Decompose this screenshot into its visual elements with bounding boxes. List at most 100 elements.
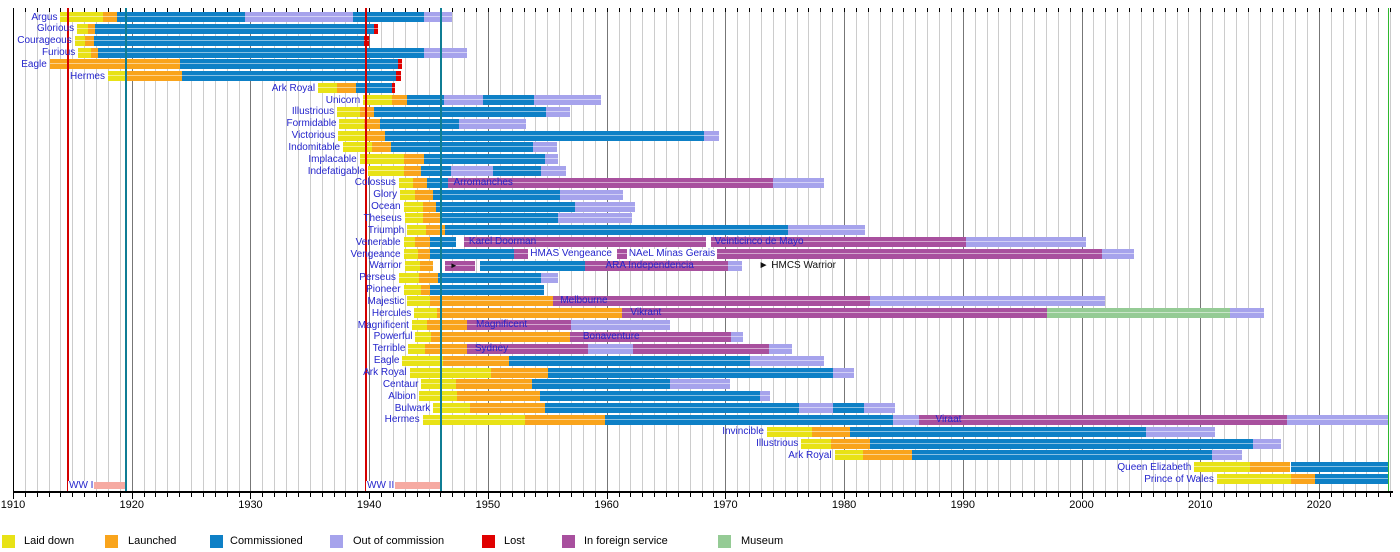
ship-label[interactable]: Warrior — [369, 260, 402, 272]
axis-tick — [559, 492, 561, 497]
axis-tick — [689, 492, 691, 497]
ship-label[interactable]: Formidable — [286, 118, 337, 130]
war-label: WW I — [68, 480, 95, 491]
year-gridline — [1188, 8, 1190, 491]
top-tick — [202, 8, 204, 12]
timeline-bar-laid — [402, 355, 444, 366]
ship-label[interactable]: Centaur — [382, 378, 419, 390]
ship-label[interactable]: Triumph — [367, 224, 405, 236]
year-gridline — [1342, 8, 1344, 491]
legend-label: Out of commission — [353, 535, 445, 547]
axis-tick — [238, 492, 240, 497]
timeline-bar-comm — [483, 94, 535, 105]
ship-label[interactable]: Invincible — [722, 426, 764, 438]
ship-label[interactable]: Ark Royal — [363, 367, 407, 378]
ship-label[interactable]: Glorious — [36, 23, 75, 35]
legend-swatch-museum — [718, 535, 731, 548]
axis-tick — [499, 492, 501, 497]
ship-label[interactable]: Implacable — [308, 153, 357, 165]
top-tick — [1081, 8, 1083, 12]
timeline-bar-laid — [801, 438, 832, 449]
ship-label[interactable]: Illustrious — [291, 106, 335, 118]
timeline-bar-foreign — [622, 308, 1048, 319]
bar-service-label[interactable]: Magnificent — [476, 319, 528, 331]
axis-tick — [1117, 492, 1119, 497]
bar-service-label[interactable]: Viraat — [935, 413, 962, 425]
ship-label[interactable]: Glory — [373, 189, 398, 201]
year-gridline — [1390, 8, 1392, 491]
top-tick — [1093, 8, 1095, 12]
axis-tick — [606, 492, 608, 499]
bar-service-label[interactable]: Sydney — [474, 342, 509, 354]
top-tick — [107, 8, 109, 12]
ship-label[interactable]: Powerful — [373, 331, 413, 343]
axis-tick — [274, 492, 276, 497]
axis-tick — [1164, 492, 1166, 497]
bar-service-label[interactable]: NAeL Minas Gerais — [626, 248, 718, 259]
ship-label[interactable]: Bulwark — [394, 402, 431, 414]
timeline-bar-comm — [390, 142, 534, 153]
ship-label[interactable]: Perseus — [359, 272, 396, 284]
ship-label[interactable]: Ark Royal — [788, 449, 832, 461]
bar-service-label[interactable]: Bonaventure — [582, 330, 640, 342]
ship-label[interactable]: Courageous — [17, 35, 72, 47]
ship-label[interactable]: Eagle — [21, 58, 47, 70]
timeline-bar-launch — [457, 391, 541, 402]
timeline-bar-launch — [426, 225, 446, 236]
bar-service-label[interactable]: Vikrant — [630, 307, 662, 319]
top-tick — [1022, 8, 1024, 12]
ship-label[interactable]: Hermes — [384, 414, 420, 426]
timeline-bar-out — [703, 130, 720, 141]
timeline-bar-out — [560, 189, 624, 200]
ship-label[interactable]: Majestic — [367, 295, 405, 307]
ship-label[interactable]: Venerable — [355, 236, 401, 248]
ship-label[interactable]: Albion — [388, 390, 416, 402]
bar-service-label[interactable]: ARA Independencia — [605, 259, 694, 271]
ship-label[interactable]: Indomitable — [288, 141, 341, 153]
decade-gridline — [131, 8, 133, 491]
ship-label[interactable]: Terrible — [372, 343, 406, 355]
axis-tick — [286, 492, 288, 497]
legend-label: Launched — [128, 535, 177, 547]
top-tick — [808, 8, 810, 12]
bar-service-label[interactable]: Karel Doorman — [468, 236, 537, 248]
ship-label[interactable]: Victorious — [291, 130, 336, 141]
axis-tick — [1152, 492, 1154, 497]
ship-label[interactable]: Furious — [41, 47, 76, 58]
bar-service-label[interactable]: HMAS Vengeance — [528, 248, 614, 259]
ship-label[interactable]: Colossus — [354, 177, 396, 189]
top-tick — [250, 8, 252, 12]
timeline-bar-foreign — [918, 414, 1287, 425]
ship-label[interactable]: Magnificent — [357, 319, 409, 331]
timeline-bar-laid — [78, 47, 92, 58]
timeline-bar-out — [557, 213, 632, 224]
bar-service-label[interactable]: Melbourne — [560, 295, 608, 307]
ship-label[interactable]: Pioneer — [366, 284, 401, 296]
axis-year-label: 1910 — [0, 499, 26, 511]
ship-label[interactable]: Hermes — [69, 70, 105, 82]
ship-label[interactable]: Ark Royal — [271, 82, 316, 94]
ship-label[interactable]: Illustrious — [756, 438, 799, 450]
ship-label[interactable]: Vengeance — [350, 248, 401, 260]
ship-label[interactable]: Theseus — [363, 212, 402, 224]
ship-label[interactable]: Unicorn — [325, 94, 361, 106]
bar-service-label[interactable]: Arromanches — [453, 176, 513, 188]
ship-label[interactable]: Indefatigable — [307, 165, 365, 177]
axis-tick — [950, 492, 952, 497]
ship-label[interactable]: Hercules — [371, 307, 412, 319]
timeline-bar-laid — [422, 414, 525, 425]
bar-service-label[interactable]: Veinticinco de Mayo — [714, 236, 804, 248]
top-tick — [665, 8, 667, 12]
ship-label[interactable]: Argus — [31, 11, 58, 23]
ship-label[interactable]: Eagle — [373, 355, 400, 367]
axis-tick — [654, 492, 656, 497]
axis-tick — [1366, 492, 1368, 497]
timeline-bar-laid — [766, 426, 813, 437]
timeline-bar-lost — [396, 71, 401, 82]
year-gridline — [1224, 8, 1225, 491]
ship-label[interactable]: Queen Elizabeth — [1117, 461, 1192, 473]
axis-year-label: 1960 — [594, 499, 619, 511]
axis-tick — [855, 492, 857, 497]
ship-label[interactable]: Prince of Wales — [1144, 473, 1214, 485]
ship-label[interactable]: Ocean — [371, 201, 401, 213]
